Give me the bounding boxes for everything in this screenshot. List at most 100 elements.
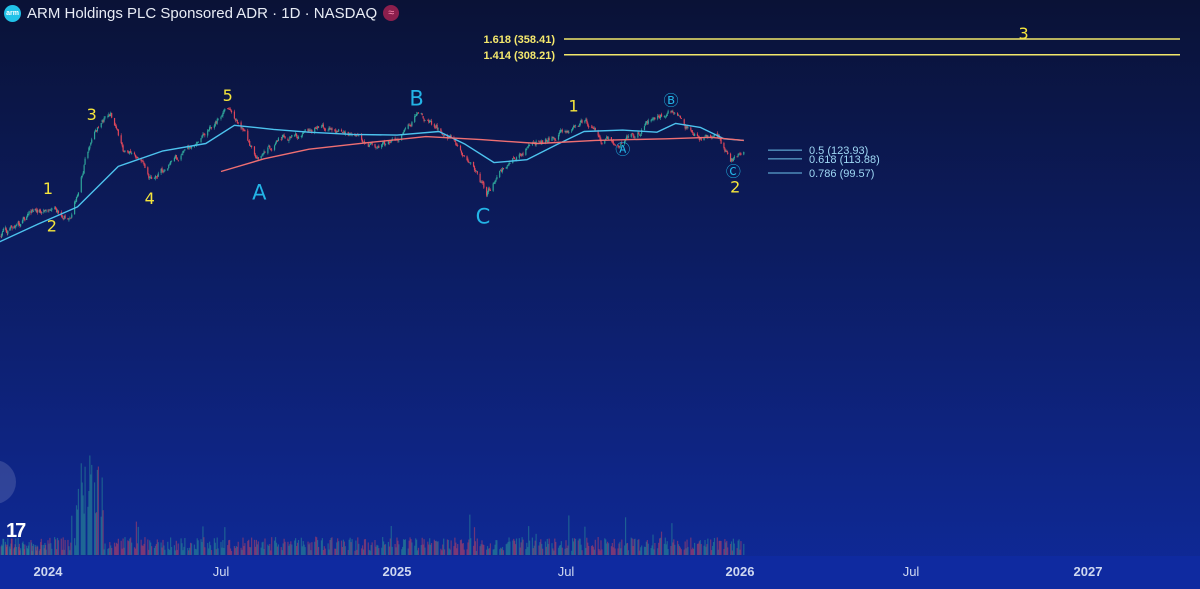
candle-body	[236, 119, 238, 123]
candle-body	[63, 215, 65, 219]
candle-body	[21, 220, 24, 224]
volume-bar	[733, 543, 735, 555]
volume-bar	[154, 545, 157, 555]
candle-body	[691, 130, 693, 133]
volume-bar	[731, 550, 734, 555]
volume-bar	[83, 513, 85, 555]
candle-body	[101, 120, 103, 123]
volume-bar	[666, 541, 668, 555]
wave-label: 3	[87, 105, 97, 124]
volume-bar	[260, 547, 262, 555]
candle-body	[607, 136, 609, 139]
volume-bar	[646, 540, 648, 555]
candle-body	[93, 132, 96, 140]
volume-bar	[613, 538, 615, 555]
volume-bar	[534, 540, 536, 555]
candle-body	[355, 134, 357, 136]
volume-bar	[693, 548, 695, 555]
volume-bar	[43, 544, 45, 555]
volume-bar	[194, 548, 196, 555]
candle-body	[457, 145, 459, 147]
candle-body	[284, 136, 286, 139]
volume-bar	[27, 545, 30, 555]
volume-bar	[261, 542, 263, 555]
volume-bar	[32, 544, 34, 555]
volume-bar	[664, 537, 666, 555]
volume-bar	[90, 474, 92, 555]
candle-body	[222, 113, 224, 116]
candle-body	[13, 226, 16, 228]
volume-bar	[685, 548, 687, 555]
volume-bar	[31, 550, 33, 555]
volume-bar	[671, 523, 673, 555]
volume-bar	[356, 549, 358, 555]
volume-bar	[207, 542, 209, 555]
candle-body	[677, 114, 680, 116]
candle-body	[542, 140, 544, 143]
candle-body	[234, 118, 236, 121]
volume-bar	[337, 538, 339, 555]
candle-body	[599, 136, 601, 140]
candle-body	[304, 129, 306, 132]
candle-body	[618, 146, 620, 148]
candle-body	[129, 151, 131, 154]
candle-body	[32, 211, 34, 212]
volume-bar	[612, 547, 614, 555]
volume-bar	[184, 538, 186, 555]
candle-body	[694, 133, 696, 137]
candle-body	[320, 126, 323, 128]
volume-bar	[496, 540, 498, 555]
candle-body	[4, 227, 6, 229]
volume-bar	[347, 549, 349, 555]
volume-bar	[163, 545, 165, 555]
volume-bar	[492, 549, 494, 555]
volume-bar	[447, 539, 449, 555]
candle-body	[117, 129, 119, 136]
candle-body	[74, 201, 77, 203]
volume-bar	[362, 549, 365, 555]
candle-body	[51, 208, 53, 210]
candle-body	[580, 120, 582, 123]
candle-body	[370, 143, 372, 145]
volume-bar	[683, 549, 685, 555]
symbol-title[interactable]: ARM Holdings PLC Sponsored ADR · 1D · NA…	[27, 4, 378, 22]
volume-bar	[495, 540, 497, 555]
volume-bar	[548, 538, 550, 555]
volume-bar	[713, 537, 716, 555]
status-badge[interactable]: ≈	[383, 5, 400, 21]
candle-body	[180, 155, 182, 160]
candle-body	[607, 137, 610, 139]
candle-body	[156, 176, 158, 178]
candle-body	[424, 120, 426, 122]
volume-bar	[0, 546, 2, 555]
volume-bar	[522, 539, 524, 555]
candle-body	[77, 192, 80, 196]
candle-body	[250, 145, 252, 147]
candle-body	[508, 163, 510, 165]
volume-bar	[470, 538, 472, 555]
volume-bar	[128, 541, 130, 555]
volume-bar	[387, 541, 389, 555]
candle-body	[244, 129, 246, 132]
candle-body	[731, 158, 734, 161]
candle-body	[49, 209, 51, 211]
volume-bar	[610, 546, 612, 555]
candle-body	[70, 217, 72, 219]
candle-body	[632, 133, 634, 137]
candle-body	[705, 135, 707, 137]
volume-bar	[323, 546, 325, 555]
volume-bar	[196, 538, 198, 555]
volume-bar	[367, 542, 369, 555]
volume-bar	[618, 543, 620, 555]
volume-bar	[430, 544, 432, 555]
volume-bar	[24, 544, 26, 555]
tradingview-logo[interactable]: 17	[6, 520, 26, 542]
volume-bar	[472, 545, 475, 555]
volume-bar	[592, 546, 595, 555]
candle-body	[264, 151, 266, 153]
volume-bar	[200, 539, 202, 555]
candle-body	[626, 136, 629, 138]
volume-bar	[423, 539, 425, 555]
candle-body	[195, 143, 197, 146]
